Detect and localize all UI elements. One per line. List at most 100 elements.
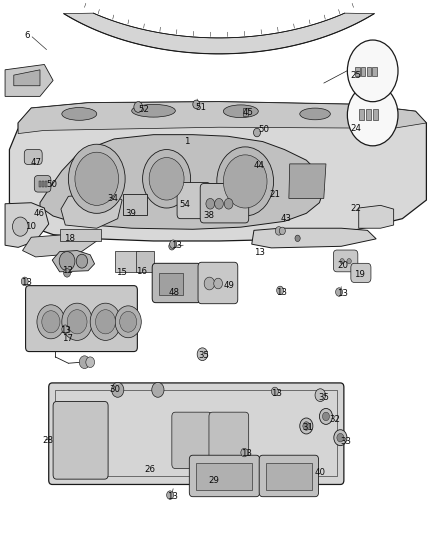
Circle shape — [86, 357, 95, 368]
FancyBboxPatch shape — [200, 183, 249, 223]
Circle shape — [143, 150, 191, 208]
Polygon shape — [22, 233, 97, 257]
FancyBboxPatch shape — [196, 463, 252, 490]
FancyBboxPatch shape — [42, 181, 44, 187]
Text: 39: 39 — [125, 209, 136, 218]
Polygon shape — [64, 13, 374, 54]
Text: 13: 13 — [337, 288, 348, 297]
Circle shape — [62, 303, 92, 341]
Circle shape — [254, 128, 261, 137]
FancyBboxPatch shape — [123, 194, 147, 215]
Circle shape — [21, 277, 28, 286]
Circle shape — [340, 259, 344, 264]
Polygon shape — [5, 64, 53, 96]
Text: 40: 40 — [315, 469, 326, 477]
Text: 13: 13 — [254, 248, 265, 257]
Circle shape — [336, 288, 343, 296]
FancyBboxPatch shape — [191, 182, 226, 214]
Circle shape — [322, 412, 329, 421]
Circle shape — [347, 259, 351, 264]
Text: 48: 48 — [169, 287, 180, 296]
Circle shape — [42, 311, 60, 333]
Circle shape — [112, 382, 124, 397]
Polygon shape — [359, 205, 394, 228]
Text: 13: 13 — [21, 278, 32, 287]
Text: 31: 31 — [302, 423, 313, 432]
Polygon shape — [289, 164, 326, 198]
FancyBboxPatch shape — [45, 181, 47, 187]
Text: 13: 13 — [60, 326, 71, 335]
Circle shape — [166, 491, 173, 499]
Circle shape — [170, 240, 177, 248]
Ellipse shape — [132, 104, 175, 117]
Circle shape — [206, 198, 215, 209]
Ellipse shape — [223, 105, 258, 118]
FancyBboxPatch shape — [53, 401, 108, 479]
FancyBboxPatch shape — [373, 109, 378, 120]
Circle shape — [193, 100, 200, 109]
Circle shape — [295, 235, 300, 241]
FancyBboxPatch shape — [136, 251, 153, 272]
Ellipse shape — [300, 108, 330, 120]
FancyBboxPatch shape — [60, 229, 101, 241]
Text: 32: 32 — [329, 415, 340, 424]
FancyBboxPatch shape — [351, 263, 371, 282]
Text: 35: 35 — [318, 393, 329, 402]
Text: 47: 47 — [30, 158, 41, 167]
Circle shape — [68, 144, 125, 213]
Circle shape — [217, 147, 274, 216]
Circle shape — [300, 418, 313, 434]
Circle shape — [62, 325, 69, 334]
Circle shape — [214, 278, 223, 289]
Text: 16: 16 — [136, 268, 147, 276]
FancyBboxPatch shape — [372, 67, 377, 76]
Text: 13: 13 — [241, 449, 252, 458]
Text: 20: 20 — [337, 261, 348, 270]
Circle shape — [276, 227, 283, 235]
Text: 54: 54 — [180, 200, 191, 209]
Circle shape — [303, 422, 310, 430]
FancyBboxPatch shape — [152, 263, 201, 303]
Circle shape — [76, 254, 88, 268]
Circle shape — [315, 389, 325, 401]
FancyBboxPatch shape — [172, 412, 212, 469]
Circle shape — [59, 252, 75, 271]
Text: 35: 35 — [198, 351, 209, 360]
Text: 44: 44 — [254, 161, 265, 170]
Circle shape — [197, 348, 208, 361]
Circle shape — [134, 102, 143, 112]
FancyBboxPatch shape — [366, 109, 371, 120]
Text: 10: 10 — [25, 222, 36, 231]
Text: 33: 33 — [340, 438, 351, 447]
Text: 29: 29 — [208, 476, 219, 484]
Circle shape — [319, 408, 332, 424]
Polygon shape — [5, 203, 49, 247]
Circle shape — [169, 243, 175, 250]
Text: 45: 45 — [243, 108, 254, 117]
Polygon shape — [61, 193, 122, 228]
FancyBboxPatch shape — [198, 262, 238, 304]
Text: 13: 13 — [272, 389, 283, 398]
Text: 52: 52 — [138, 105, 149, 114]
Text: 38: 38 — [204, 212, 215, 221]
Text: 50: 50 — [46, 180, 57, 189]
Text: 22: 22 — [350, 204, 361, 213]
Text: 13: 13 — [166, 491, 177, 500]
Text: 30: 30 — [109, 385, 120, 394]
Circle shape — [79, 356, 90, 368]
Polygon shape — [252, 228, 376, 248]
FancyBboxPatch shape — [159, 273, 183, 295]
Polygon shape — [18, 102, 426, 134]
FancyBboxPatch shape — [243, 108, 248, 116]
FancyBboxPatch shape — [39, 181, 41, 187]
FancyBboxPatch shape — [177, 182, 210, 219]
Circle shape — [75, 152, 119, 205]
Circle shape — [279, 227, 286, 235]
Circle shape — [120, 311, 137, 332]
Polygon shape — [52, 251, 95, 272]
Circle shape — [204, 277, 215, 290]
Text: 46: 46 — [33, 209, 44, 218]
FancyBboxPatch shape — [34, 175, 51, 192]
FancyBboxPatch shape — [333, 250, 358, 272]
Polygon shape — [14, 70, 40, 86]
